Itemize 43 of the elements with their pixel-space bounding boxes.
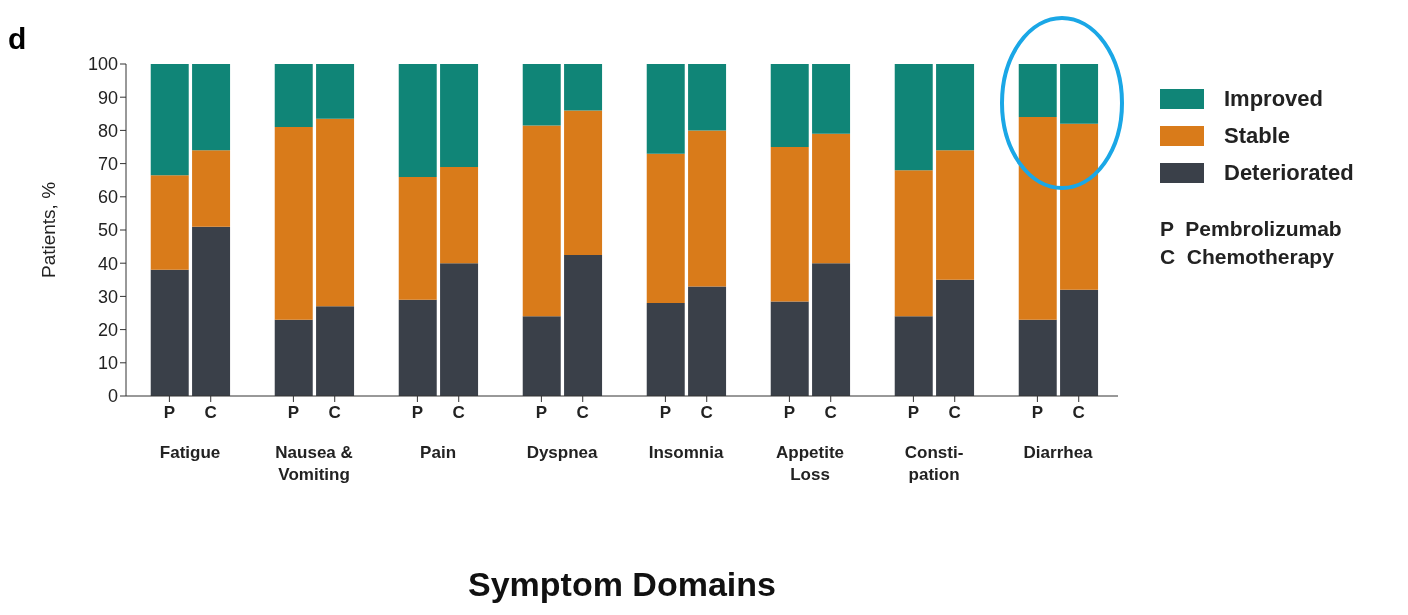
y-tick-label: 90 — [97, 87, 118, 108]
x-tick-label: P — [535, 403, 548, 422]
x-tick-label: P — [163, 403, 176, 422]
x-tick-label: C — [700, 403, 713, 422]
x-axis-title: Symptom Domains — [468, 565, 776, 603]
x-tick-label: C — [948, 403, 961, 422]
y-tick-label: 80 — [97, 120, 118, 141]
y-axis-title: Patients, % — [37, 181, 59, 279]
y-tick-label: 10 — [97, 353, 118, 374]
y-tick-label: 20 — [97, 319, 118, 340]
y-tick-label: 60 — [97, 187, 118, 208]
text: Dyspnea — [526, 443, 599, 462]
y-tick-label: 40 — [97, 253, 118, 274]
text: Consti- pation — [904, 443, 964, 484]
text: C Chemotherapy — [1160, 245, 1335, 270]
x-tick-label: C — [452, 403, 465, 422]
y-tick-label: 0 — [107, 386, 118, 407]
text: Pain — [420, 443, 457, 462]
text: Fatigue — [159, 443, 221, 462]
text: Insomnia — [648, 443, 724, 462]
x-tick-label: P — [411, 403, 424, 422]
y-tick-label: 50 — [97, 220, 118, 241]
x-tick-label: C — [328, 403, 341, 422]
legend-label: Stable — [1224, 122, 1291, 149]
legend-label: Improved — [1224, 85, 1324, 112]
legend-label: Deteriorated — [1224, 159, 1354, 186]
x-tick-label: P — [1031, 403, 1044, 422]
x-tick-label: C — [824, 403, 837, 422]
x-tick-label: P — [659, 403, 672, 422]
text: P Pembrolizumab — [1160, 217, 1343, 242]
x-tick-label: C — [204, 403, 217, 422]
y-tick-label: 100 — [87, 54, 118, 75]
y-tick-label: 30 — [97, 286, 118, 307]
x-tick-label: C — [1072, 403, 1085, 422]
text: Diarrhea — [1023, 443, 1094, 462]
text: Nausea & Vomiting — [275, 443, 353, 484]
y-tick-label: 70 — [97, 153, 118, 174]
x-tick-label: P — [287, 403, 300, 422]
x-tick-label: P — [783, 403, 796, 422]
x-tick-label: C — [576, 403, 589, 422]
text: Appetite Loss — [776, 443, 845, 484]
text: d — [8, 22, 27, 56]
x-tick-label: P — [907, 403, 920, 422]
